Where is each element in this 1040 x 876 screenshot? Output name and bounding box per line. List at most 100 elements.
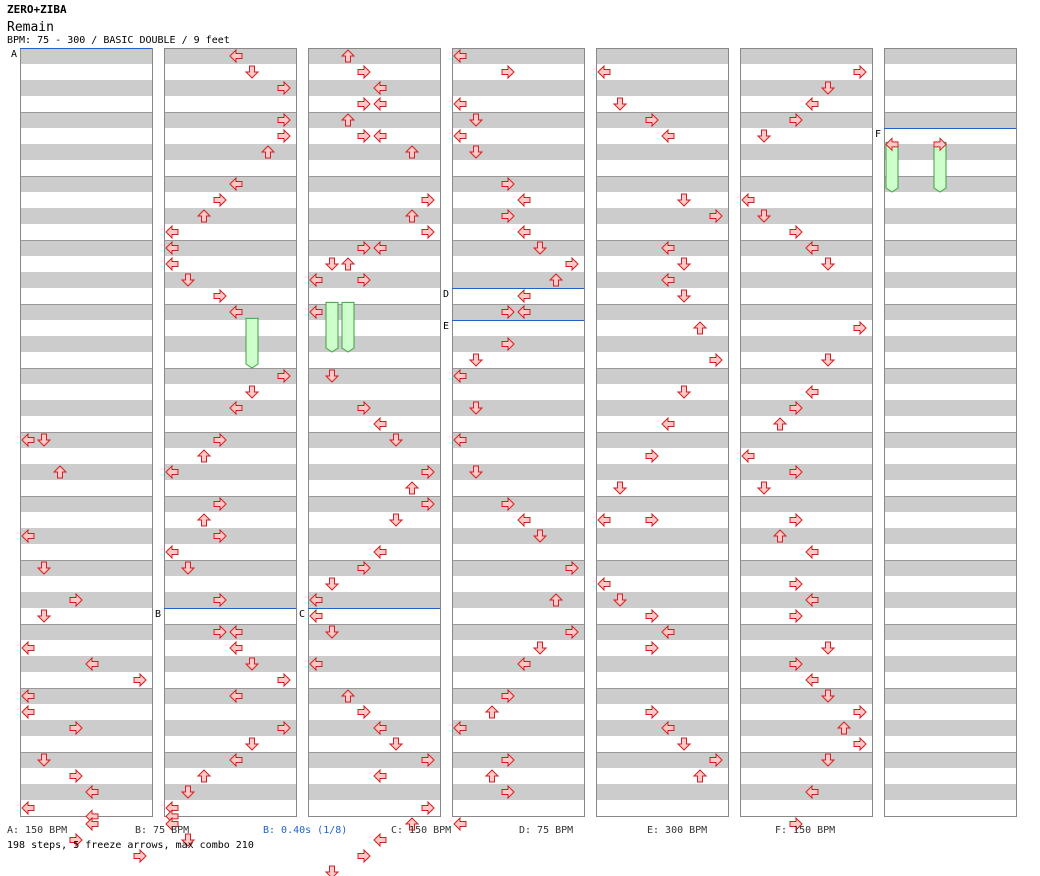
step-arrow-down [820, 353, 836, 367]
step-arrow-up [836, 721, 852, 735]
step-arrow-down [468, 401, 484, 415]
step-arrow-right [789, 112, 803, 128]
step-arrow-up [692, 769, 708, 783]
step-arrow-left [453, 816, 467, 832]
step-arrow-down [244, 657, 260, 671]
step-arrow-left [229, 48, 243, 64]
beat-stripe [884, 592, 1016, 608]
step-arrow-right [277, 128, 291, 144]
step-arrow-right [501, 496, 515, 512]
step-arrow-left [165, 240, 179, 256]
beat-stripe [308, 336, 440, 352]
column-border [164, 48, 297, 817]
beat-stripe [20, 720, 152, 736]
beat-stripe [452, 464, 584, 480]
beat-stripe [884, 464, 1016, 480]
beat-stripe [308, 272, 440, 288]
step-arrow-left [805, 240, 819, 256]
step-arrow-right [789, 816, 803, 832]
beat-stripe [308, 144, 440, 160]
step-arrow-left [229, 624, 243, 640]
step-arrow-left [373, 832, 387, 848]
step-arrow-left [661, 240, 675, 256]
beat-stripe [20, 144, 152, 160]
step-arrow-right [277, 672, 291, 688]
legend-item: A: 150 BPM [7, 825, 68, 836]
step-arrow-right [421, 192, 435, 208]
beat-stripe [164, 336, 296, 352]
step-arrow-down [388, 513, 404, 527]
beat-stripe [740, 688, 872, 704]
step-arrow-up [340, 689, 356, 703]
step-arrow-up [404, 209, 420, 223]
step-arrow-down [676, 193, 692, 207]
beat-stripe [596, 432, 728, 448]
step-arrow-left [373, 96, 387, 112]
chart-column [884, 48, 1017, 817]
beat-stripe [308, 496, 440, 512]
step-arrow-down [324, 625, 340, 639]
step-arrow-up [52, 465, 68, 479]
beat-stripe [884, 176, 1016, 192]
beat-stripe [596, 560, 728, 576]
step-arrow-up [484, 769, 500, 783]
beat-stripe [740, 464, 872, 480]
beat-stripe [164, 208, 296, 224]
beat-stripe [20, 464, 152, 480]
step-arrow-down [676, 385, 692, 399]
step-arrow-left [453, 432, 467, 448]
step-arrow-right [853, 736, 867, 752]
beat-stripe [308, 48, 440, 64]
beat-stripe [452, 48, 584, 64]
step-arrow-up [196, 513, 212, 527]
beat-stripe [308, 112, 440, 128]
beat-stripe [452, 752, 584, 768]
beat-stripe [740, 48, 872, 64]
step-arrow-down [388, 433, 404, 447]
step-arrow-right [789, 224, 803, 240]
step-arrow-down [756, 481, 772, 495]
beat-stripe [308, 208, 440, 224]
beat-stripe [452, 272, 584, 288]
beat-stripe [596, 48, 728, 64]
step-arrow-down [468, 145, 484, 159]
beat-stripe [596, 464, 728, 480]
step-arrow-right [213, 592, 227, 608]
step-arrow-up [340, 257, 356, 271]
step-arrow-left [453, 128, 467, 144]
step-arrow-left [229, 176, 243, 192]
beat-stripe [740, 144, 872, 160]
step-arrow-left [805, 672, 819, 688]
step-arrow-down [612, 481, 628, 495]
step-arrow-right [69, 720, 83, 736]
beat-stripe [20, 176, 152, 192]
chart-column [452, 48, 585, 817]
step-arrow-down [36, 433, 52, 447]
beat-stripe [740, 624, 872, 640]
artist-name: ZERO+ZIBA [7, 3, 67, 16]
step-arrow-left [21, 704, 35, 720]
step-arrow-left [229, 752, 243, 768]
beat-stripe [596, 208, 728, 224]
beat-stripe [20, 208, 152, 224]
step-arrow-left [165, 256, 179, 272]
step-arrow-up [692, 321, 708, 335]
beat-stripe [596, 80, 728, 96]
step-arrow-right [357, 400, 371, 416]
beat-stripe [884, 752, 1016, 768]
step-arrow-down [612, 593, 628, 607]
step-arrow-right [357, 704, 371, 720]
step-arrow-left [661, 128, 675, 144]
step-arrow-down [324, 865, 340, 876]
step-arrow-right [789, 576, 803, 592]
step-arrow-down [756, 129, 772, 143]
beat-stripe [884, 208, 1016, 224]
legend-item: D: 75 BPM [519, 825, 574, 836]
beat-stripe [452, 624, 584, 640]
beat-stripe [20, 752, 152, 768]
step-arrow-right [277, 720, 291, 736]
beat-stripe [452, 688, 584, 704]
beat-stripe [308, 656, 440, 672]
step-arrow-up [196, 769, 212, 783]
step-arrow-up [772, 417, 788, 431]
